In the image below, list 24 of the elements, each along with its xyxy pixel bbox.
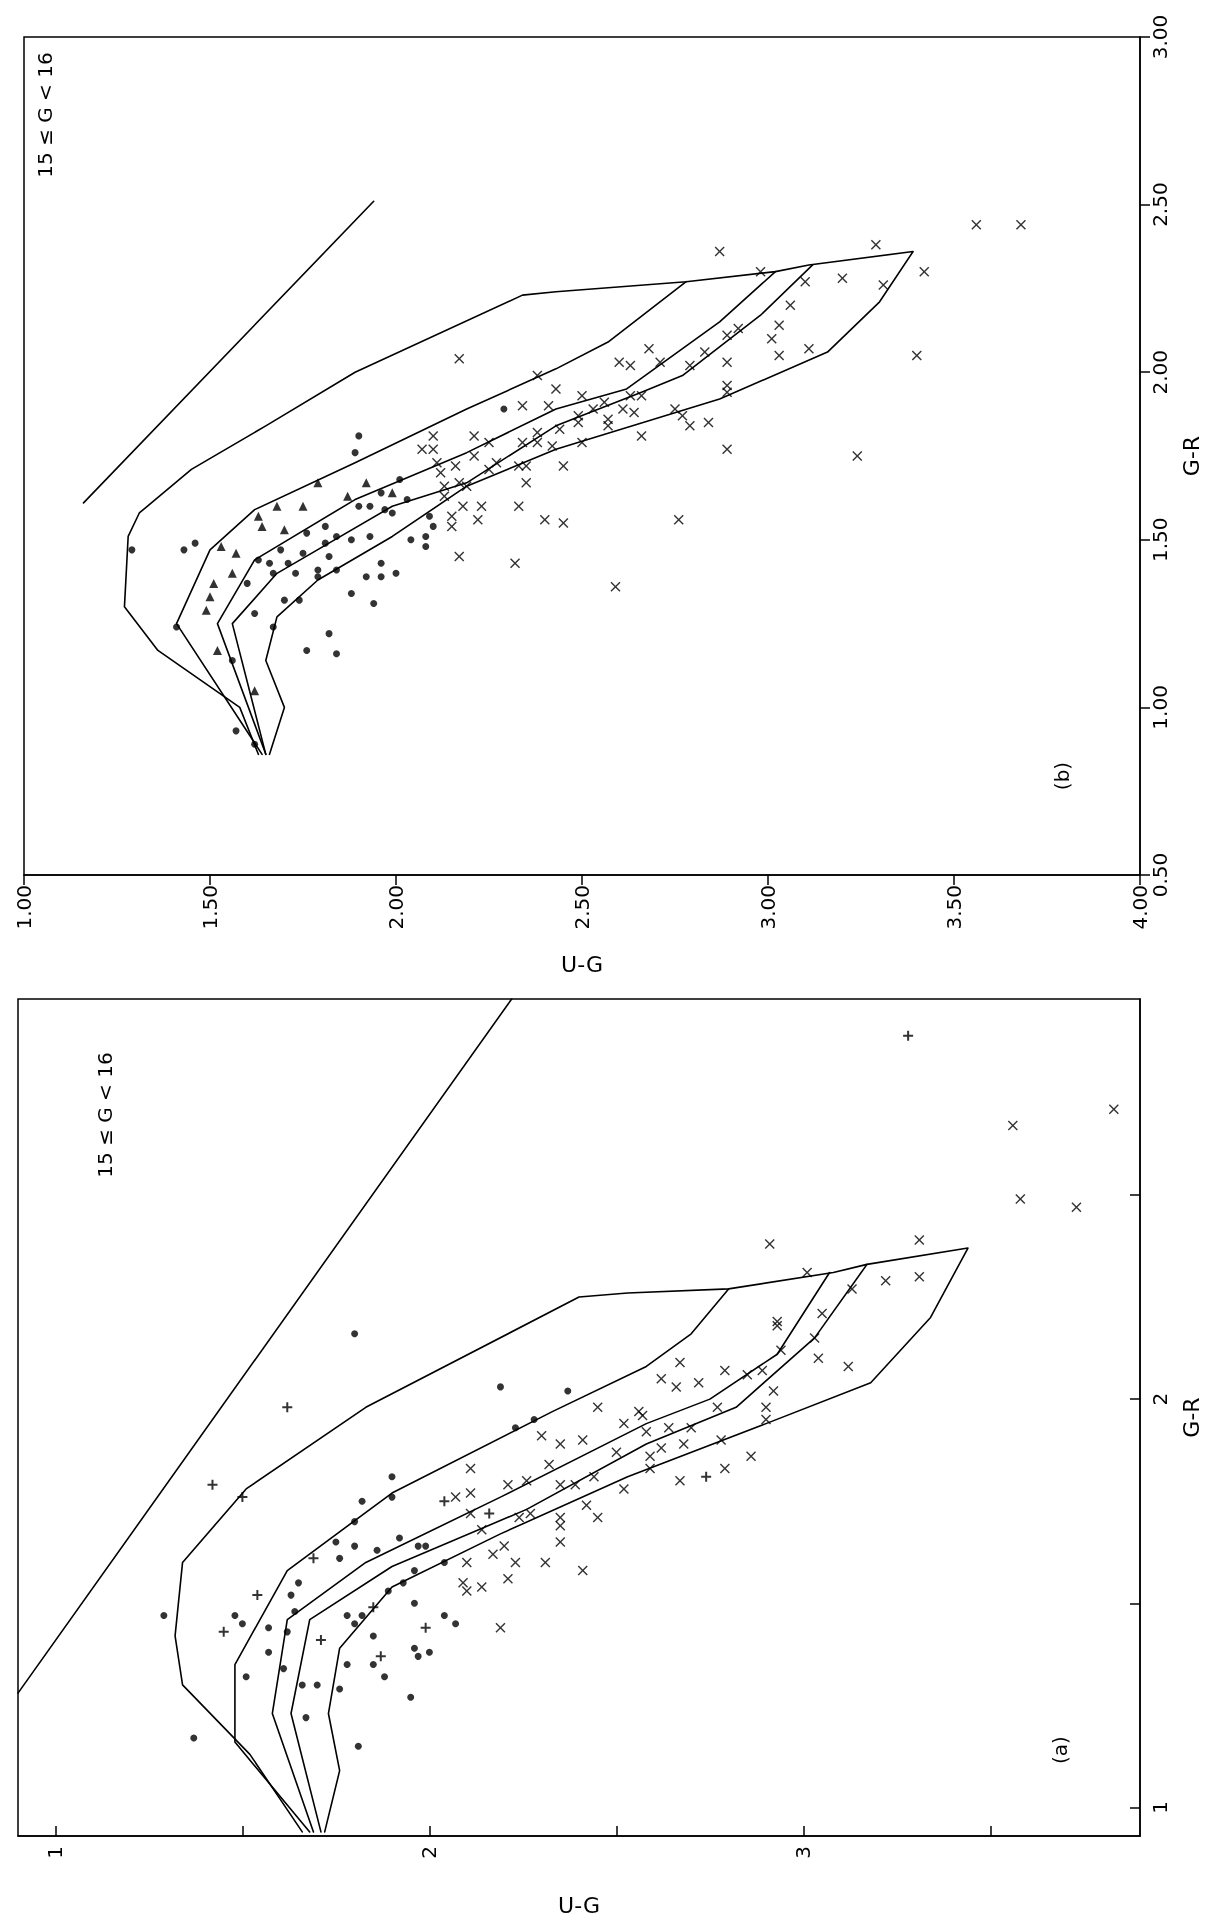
- y-tick-label: 2.00: [1148, 349, 1172, 395]
- x-tick-label: 3.50: [942, 885, 966, 930]
- x-axis-title: U-G: [561, 951, 603, 977]
- annotation: 15 ≤ G < 16: [93, 1052, 117, 1178]
- x-tick-label: 2.00: [384, 885, 408, 930]
- x-tick-label: 3.00: [756, 885, 780, 930]
- y-tick-label: 3.00: [1148, 14, 1172, 60]
- y-tick-label: 2.50: [1148, 182, 1172, 227]
- x-tick-label: 1: [43, 1846, 68, 1859]
- annotation: 15 ≤ G < 16: [33, 52, 57, 178]
- y-tick-label: 1: [1148, 1801, 1172, 1814]
- y-axis-title: G-R: [1178, 435, 1204, 477]
- x-tick-label: 2: [417, 1846, 442, 1859]
- y-tick-label: 2: [1148, 1392, 1172, 1406]
- x-tick-label: 1.50: [198, 885, 222, 930]
- x-axis-title: U-G: [558, 1892, 600, 1918]
- y-tick-label: 1.50: [1148, 517, 1172, 563]
- x-tick-label: 3: [791, 1846, 816, 1859]
- annotation: (a): [1048, 1736, 1072, 1764]
- x-tick-label: 1.00: [12, 885, 36, 930]
- y-tick-label: 1.00: [1148, 685, 1172, 730]
- x-tick-label: 2.50: [570, 885, 594, 930]
- annotation: (b): [1050, 761, 1074, 791]
- y-axis-title: G-R: [1178, 1397, 1204, 1438]
